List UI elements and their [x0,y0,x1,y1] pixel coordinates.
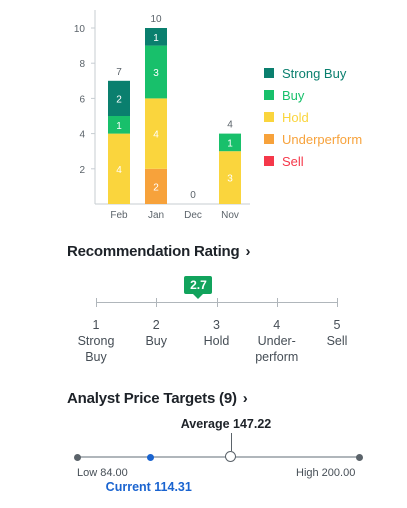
rating-scale-number: 4 [273,318,281,332]
bar-segment-buy [219,133,241,152]
legend-swatch-underperform [264,134,274,144]
rating-scale-number: 3 [213,318,220,332]
legend-item-hold: Hold [264,106,362,128]
x-tick-label: Feb [110,210,128,221]
legend-swatch-sell [264,156,274,166]
bar-total-label: 7 [116,67,122,78]
rating-scale-number: 2 [152,318,160,332]
rating-scale-number: 1 [92,318,100,332]
rating-tick [337,298,338,307]
recommendation-trends-chart: 2 4 6 8 10 4 1 2 7 Feb 2 4 3 1 10 Jan 0 Dec 3 1 4 Nov [74,10,250,221]
legend-swatch-buy [264,90,274,100]
rating-scale-label: 1 Strong Buy [61,317,131,365]
bar-segment-label: 1 [227,138,233,149]
chevron-right-icon: › [245,243,251,260]
average-target-connector [230,433,232,451]
y-tick-label: 6 [79,94,85,105]
average-target-marker [224,451,236,462]
legend-label: Buy [282,87,305,103]
bar-segment-buy [145,45,167,99]
bar-segment-label: 4 [116,165,122,176]
bar-segment-label: 2 [153,182,159,193]
bar-segment-hold [219,151,241,204]
rating-scale-label: 5 Sell [302,317,372,349]
bar-segment-underperform [145,168,167,204]
bar-segment-label: 3 [227,174,233,185]
rating-scale-text: Hold [203,334,230,348]
current-price-marker [147,453,155,461]
bar-total-label: 0 [190,190,196,201]
y-tick-label: 10 [74,24,86,35]
bar-segment-hold [108,133,130,204]
bar-segment-buy [108,116,130,134]
high-target-label: High 200.00 [296,467,356,479]
y-tick-label: 8 [79,59,85,70]
bar-segment-label: 2 [116,94,122,105]
y-tick-label: 2 [79,165,85,176]
legend-swatch-hold [264,112,274,122]
bar-total-label: 10 [150,14,162,25]
legend-label: Hold [282,109,309,125]
bar-segment-label: 1 [153,33,159,44]
bar-segment-label: 1 [116,121,122,132]
y-tick-label: 4 [79,130,85,141]
rating-scale-text: Sell [326,334,348,348]
legend-swatch-strong-buy [264,68,274,78]
rating-scale-text: Strong [77,334,115,348]
rating-tick [156,298,158,307]
rating-value-badge: 2.7 [184,276,213,299]
legend-item-underperform: Underperform [264,128,362,150]
price-target-track [77,456,359,458]
rating-scale-text: Buy [85,350,107,364]
rating-scale-text: Under- [257,334,296,348]
x-tick-label: Jan [148,210,164,221]
bar-segment-strong-buy [108,80,130,116]
rating-tick [216,298,218,307]
rating-scale-label: 2 Buy [121,317,191,349]
chart-legend: Strong Buy Buy Hold Underperform Sell [264,62,362,172]
average-target-label: Average 147.22 [180,417,272,431]
chevron-right-icon: › [242,390,248,407]
bar-segment-strong-buy [145,28,167,46]
legend-label: Sell [282,153,304,169]
rating-tick [96,298,97,307]
rating-scale-label: 3 Hold [182,317,252,349]
recommendation-rating-heading[interactable]: Recommendation Rating › [67,243,250,260]
rating-scale-text: Buy [145,334,168,348]
bar-total-label: 4 [227,120,233,131]
legend-item-buy: Buy [264,84,362,106]
bar-segment-label: 4 [153,130,159,141]
legend-label: Underperform [282,131,363,147]
rating-scale-number: 5 [333,318,341,332]
x-tick-label: Dec [184,210,202,221]
analyst-price-targets-title: Analyst Price Targets (9) [67,390,237,407]
low-target-marker [73,453,81,461]
legend-item-sell: Sell [264,150,362,172]
legend-item-strong-buy: Strong Buy [264,62,362,84]
rating-scale-text: perform [255,350,299,364]
legend-label: Strong Buy [282,65,347,81]
current-price-label: Current 114.31 [105,480,192,494]
bar-segment-label: 3 [153,68,159,79]
rating-scale-label: 4 Under-perform [242,317,312,365]
bar-segment-hold [145,98,167,169]
x-tick-label: Nov [221,210,239,221]
recommendation-rating-title: Recommendation Rating [67,243,240,260]
high-target-marker [355,453,363,461]
low-target-label: Low 84.00 [77,467,128,479]
rating-tick [276,298,278,307]
analyst-price-targets-heading[interactable]: Analyst Price Targets (9) › [67,390,248,407]
